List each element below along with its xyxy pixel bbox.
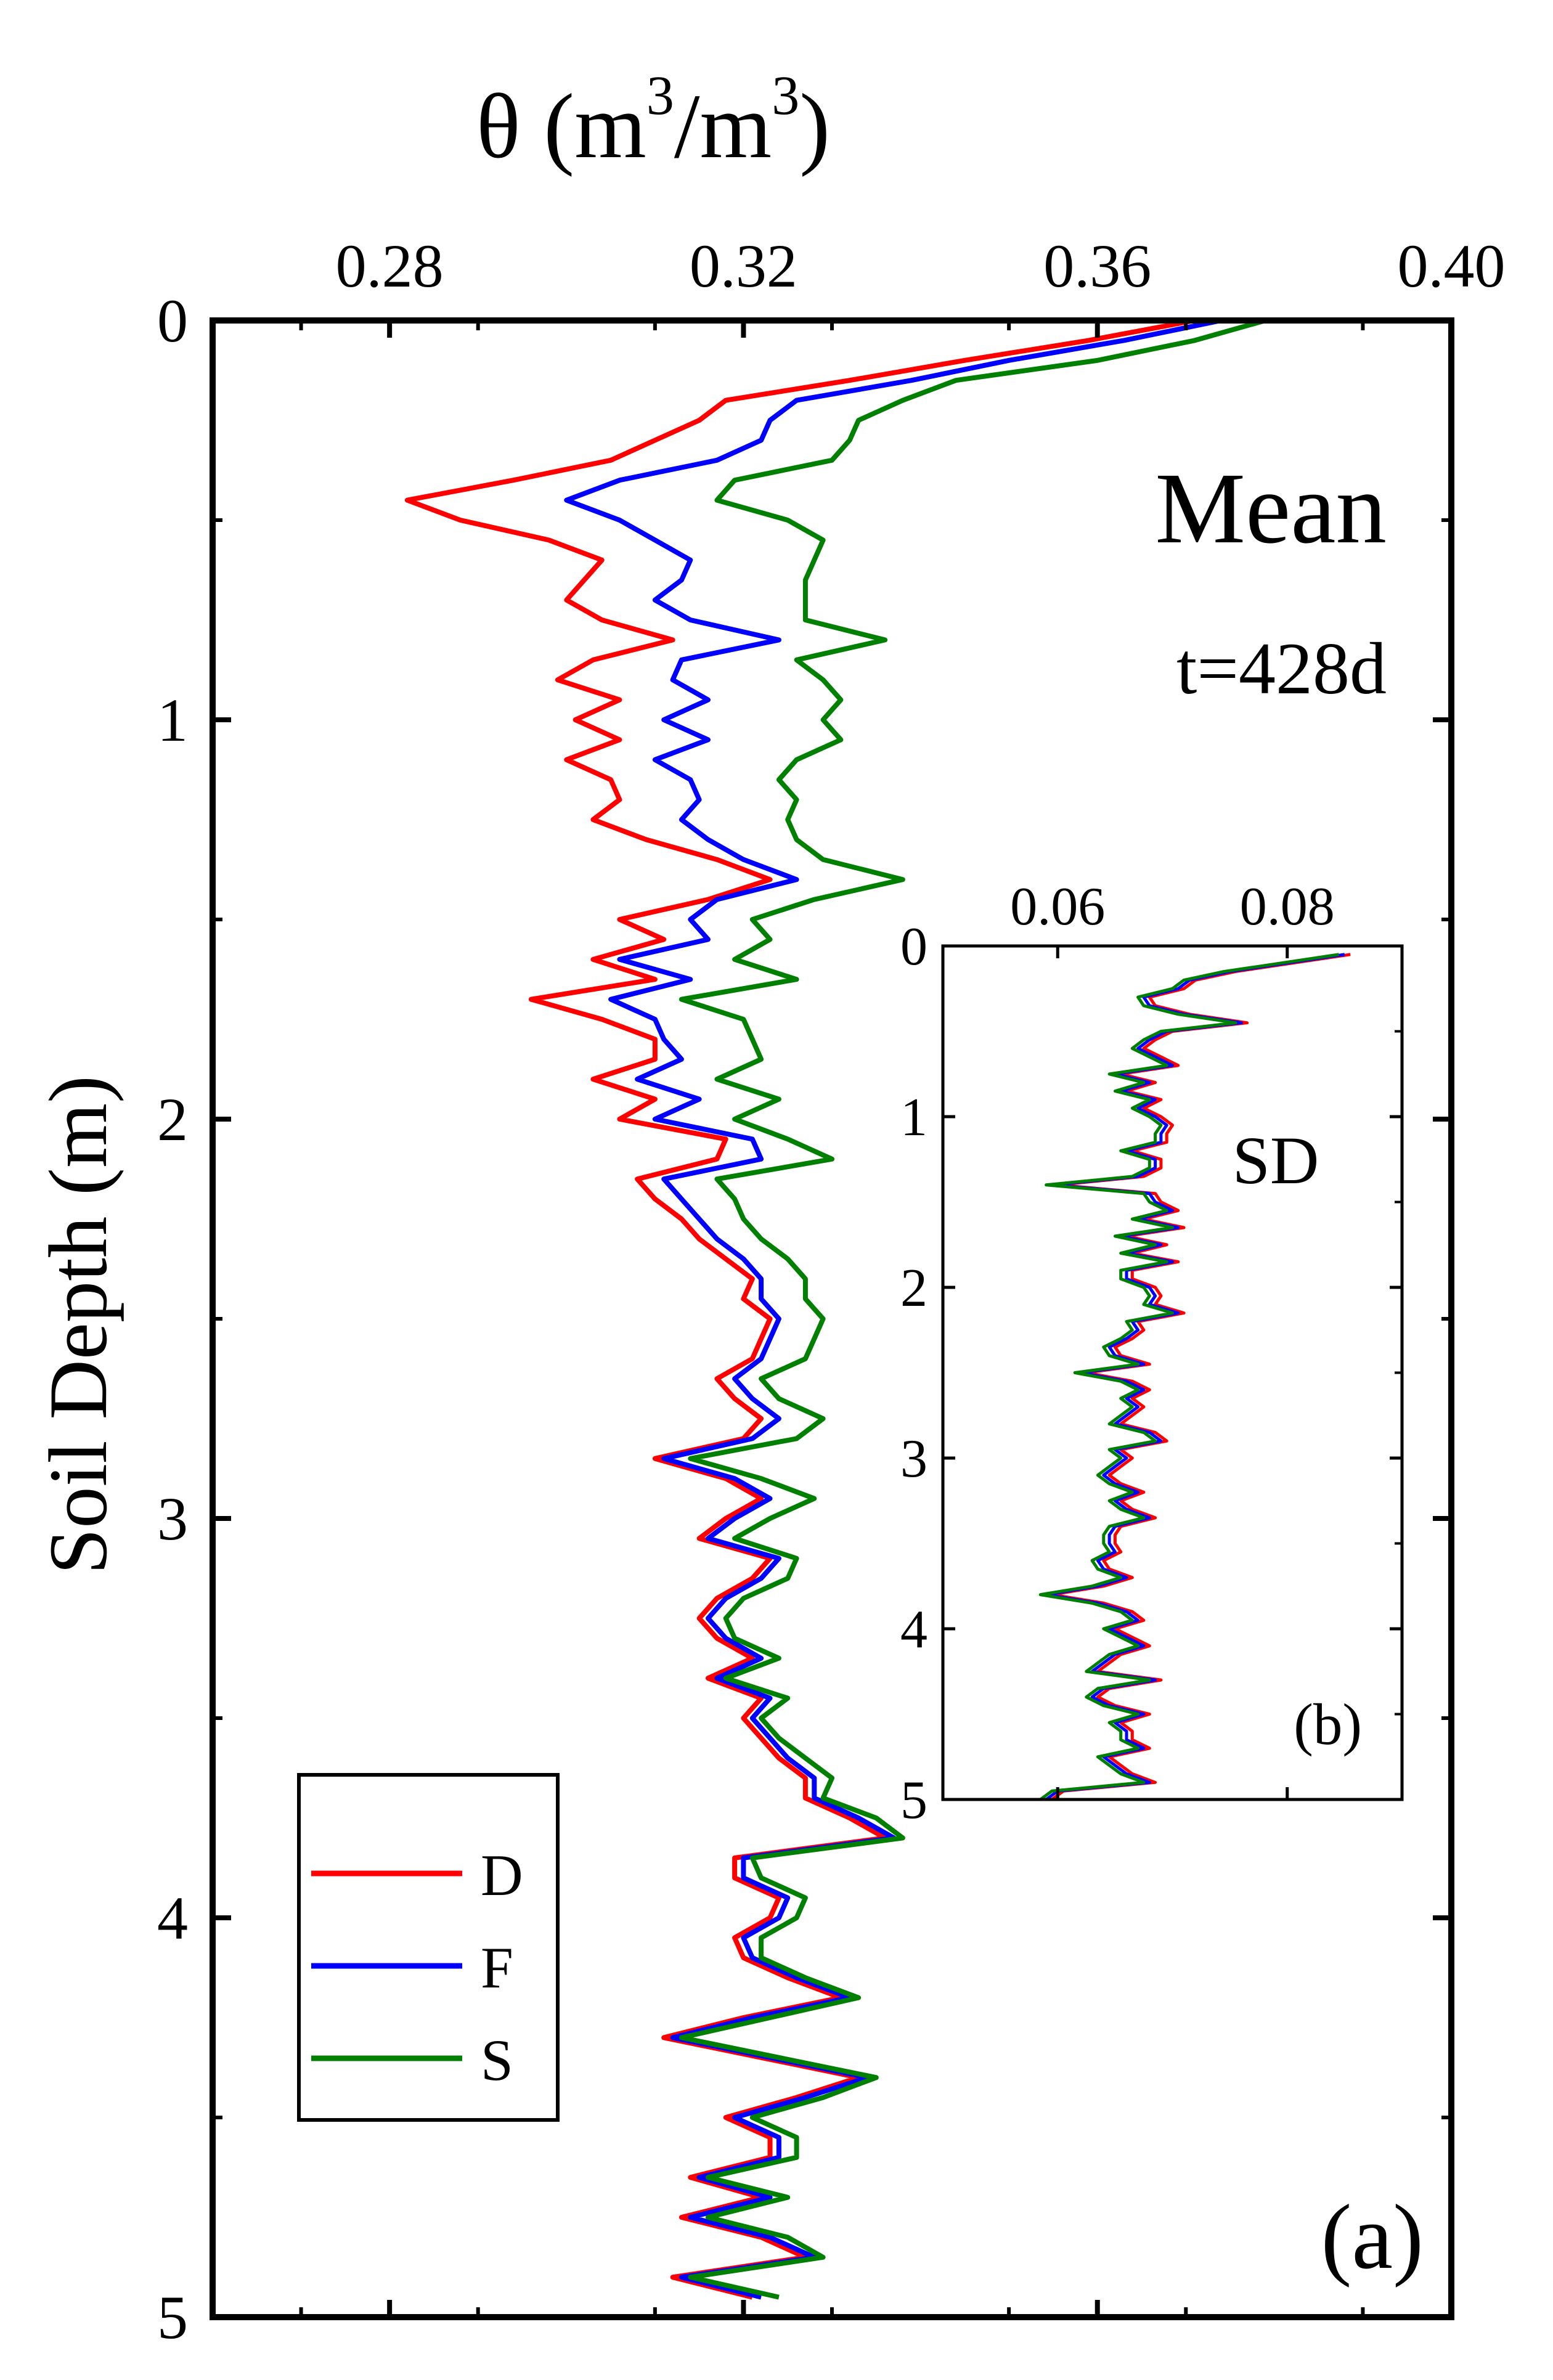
x-axis-title: θ (m3/m3) xyxy=(476,65,830,177)
main-series-f xyxy=(564,318,1222,2300)
inset-tick-labels: 0.06 0.08 0 1 2 3 4 5 xyxy=(900,877,1335,1830)
x-axis-title-sup1: 3 xyxy=(646,65,674,126)
inset-series-s xyxy=(1038,953,1339,1801)
y-tick-label: 2 xyxy=(157,1085,188,1154)
inset-background xyxy=(943,946,1402,1799)
y-tick-label: 0 xyxy=(157,287,188,355)
inset-y-tick-label: 4 xyxy=(900,1600,927,1660)
x-tick-label: 0.32 xyxy=(690,232,797,300)
y-axis-title: Soil Depth (m) xyxy=(33,1075,124,1575)
x-axis-title-part3: ) xyxy=(799,75,830,177)
panel-label-a: (a) xyxy=(1321,2186,1424,2288)
y-tick-label: 3 xyxy=(157,1485,188,1553)
inset-y-tick-label: 2 xyxy=(900,1258,927,1318)
inset-plot: 0.06 0.08 0 1 2 3 4 5 SD (b) xyxy=(900,877,1404,1830)
main-tick-labels: 0.28 0.32 0.36 0.40 0 1 2 3 4 5 xyxy=(157,232,1506,2352)
legend-label-f: F xyxy=(481,1935,513,2000)
inset-x-tick-label: 0.08 xyxy=(1240,877,1335,937)
x-tick-label: 0.36 xyxy=(1043,232,1151,300)
main-series-lines xyxy=(404,318,1266,2300)
legend-label-d: D xyxy=(481,1843,523,1908)
legend-label-s: S xyxy=(481,2027,513,2093)
legend: DFS xyxy=(297,1773,560,2122)
main-plot: 0.28 0.32 0.36 0.40 0 1 2 3 4 5 Mean t=428d (a) xyxy=(157,232,1506,2352)
mean-label: Mean xyxy=(1155,452,1387,564)
legend-items: DFS xyxy=(311,1843,523,2093)
main-series-s xyxy=(679,318,1266,2300)
main-axis-ticks xyxy=(213,318,1454,2320)
x-tick-label: 0.40 xyxy=(1398,232,1506,300)
inset-y-tick-label: 0 xyxy=(900,917,927,977)
x-axis-title-part2: /m xyxy=(674,75,772,177)
inset-series-lines xyxy=(1038,953,1351,1801)
sd-label: SD xyxy=(1233,1123,1319,1198)
panel-label-b: (b) xyxy=(1294,1692,1362,1757)
x-axis-title-sup2: 3 xyxy=(772,65,799,126)
inset-y-tick-label: 3 xyxy=(900,1429,927,1489)
x-tick-label: 0.28 xyxy=(336,232,444,300)
inset-y-tick-label: 5 xyxy=(900,1771,927,1830)
y-tick-label: 4 xyxy=(157,1884,188,1952)
legend-box xyxy=(297,1773,560,2122)
x-axis-title-part1: θ (m xyxy=(476,75,646,177)
inset-y-tick-label: 1 xyxy=(900,1088,927,1147)
main-series-d xyxy=(404,318,1196,2300)
y-tick-label: 5 xyxy=(157,2283,188,2352)
inset-x-tick-label: 0.06 xyxy=(1010,877,1105,937)
time-label: t=428d xyxy=(1176,627,1387,709)
y-tick-label: 1 xyxy=(157,686,188,754)
inset-axis-ticks xyxy=(943,944,1402,1801)
